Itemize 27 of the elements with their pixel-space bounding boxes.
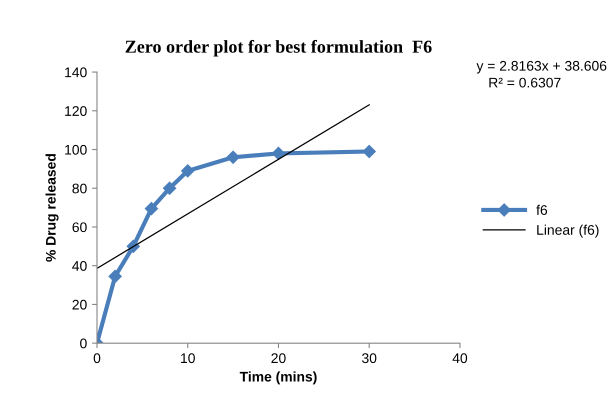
point [108,270,122,283]
y-tick-label: 120 [65,106,87,116]
point [272,146,286,160]
chart-title: Zero order plot for best formulation F6 [126,40,432,56]
text: y = 2.8163x + 38.606 [476,60,606,74]
x-tick-label: 40 [452,353,468,364]
point [162,182,176,195]
x-tick-label: 30 [362,353,376,364]
y-tick-label: 140 [65,67,87,78]
y-tick-label: 0 [80,338,87,348]
point [181,164,194,178]
point [226,150,240,164]
y-tick-label: 20 [72,300,87,310]
x-tick-label: 20 [271,353,286,364]
y-tick-label: 60 [72,222,87,232]
x-axis-title: Time (mins) [240,371,317,384]
x-tick-label: 0 [94,353,100,364]
x-tick-label: 10 [181,353,195,364]
legend-label: Linear (f6) [537,224,599,238]
y-tick-label: 80 [72,184,87,194]
y-tick-label: 40 [72,261,87,271]
text: R² = 0.6307 [489,78,561,88]
point [362,144,376,158]
y-tick-label: 100 [65,144,87,155]
point [144,202,158,216]
y-axis-title: % Drug released [46,154,59,262]
legend-label: f6 [536,204,548,215]
